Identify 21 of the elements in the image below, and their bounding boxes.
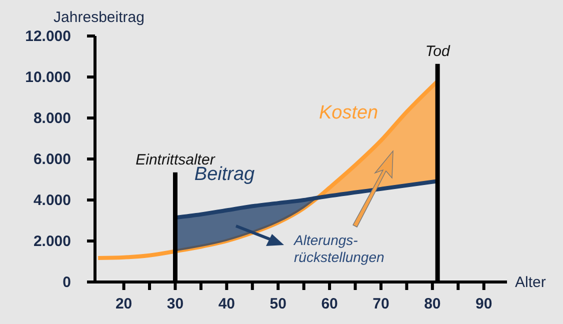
annotation: Tod (425, 42, 450, 60)
y-tick-label: 10.000 (25, 68, 71, 86)
series-label: Kosten (318, 102, 378, 124)
x-tick-label: 20 (115, 296, 132, 313)
y-tick-label: 0 (62, 274, 71, 291)
x-tick-label: 90 (476, 296, 492, 313)
x-axis-title: Alter (515, 274, 546, 291)
x-tick-label: 80 (424, 296, 441, 313)
x-tick-label: 30 (166, 296, 184, 313)
x-tick-label: 60 (321, 296, 338, 313)
x-tick-label: 70 (372, 296, 390, 313)
y-tick-label: 12.000 (25, 28, 71, 45)
y-tick-label: 8.000 (33, 110, 71, 127)
annotation: Alterungs- rückstellungen (293, 232, 384, 265)
x-tick-label: 40 (218, 296, 236, 313)
y-tick-label: 6.000 (33, 150, 71, 168)
y-axis-title: Jahresbeitrag (54, 9, 144, 26)
y-tick-label: 2.000 (33, 232, 71, 250)
x-tick-label: 50 (270, 296, 286, 313)
y-tick-label: 4.000 (33, 192, 71, 209)
series-label: Beitrag (194, 164, 256, 186)
